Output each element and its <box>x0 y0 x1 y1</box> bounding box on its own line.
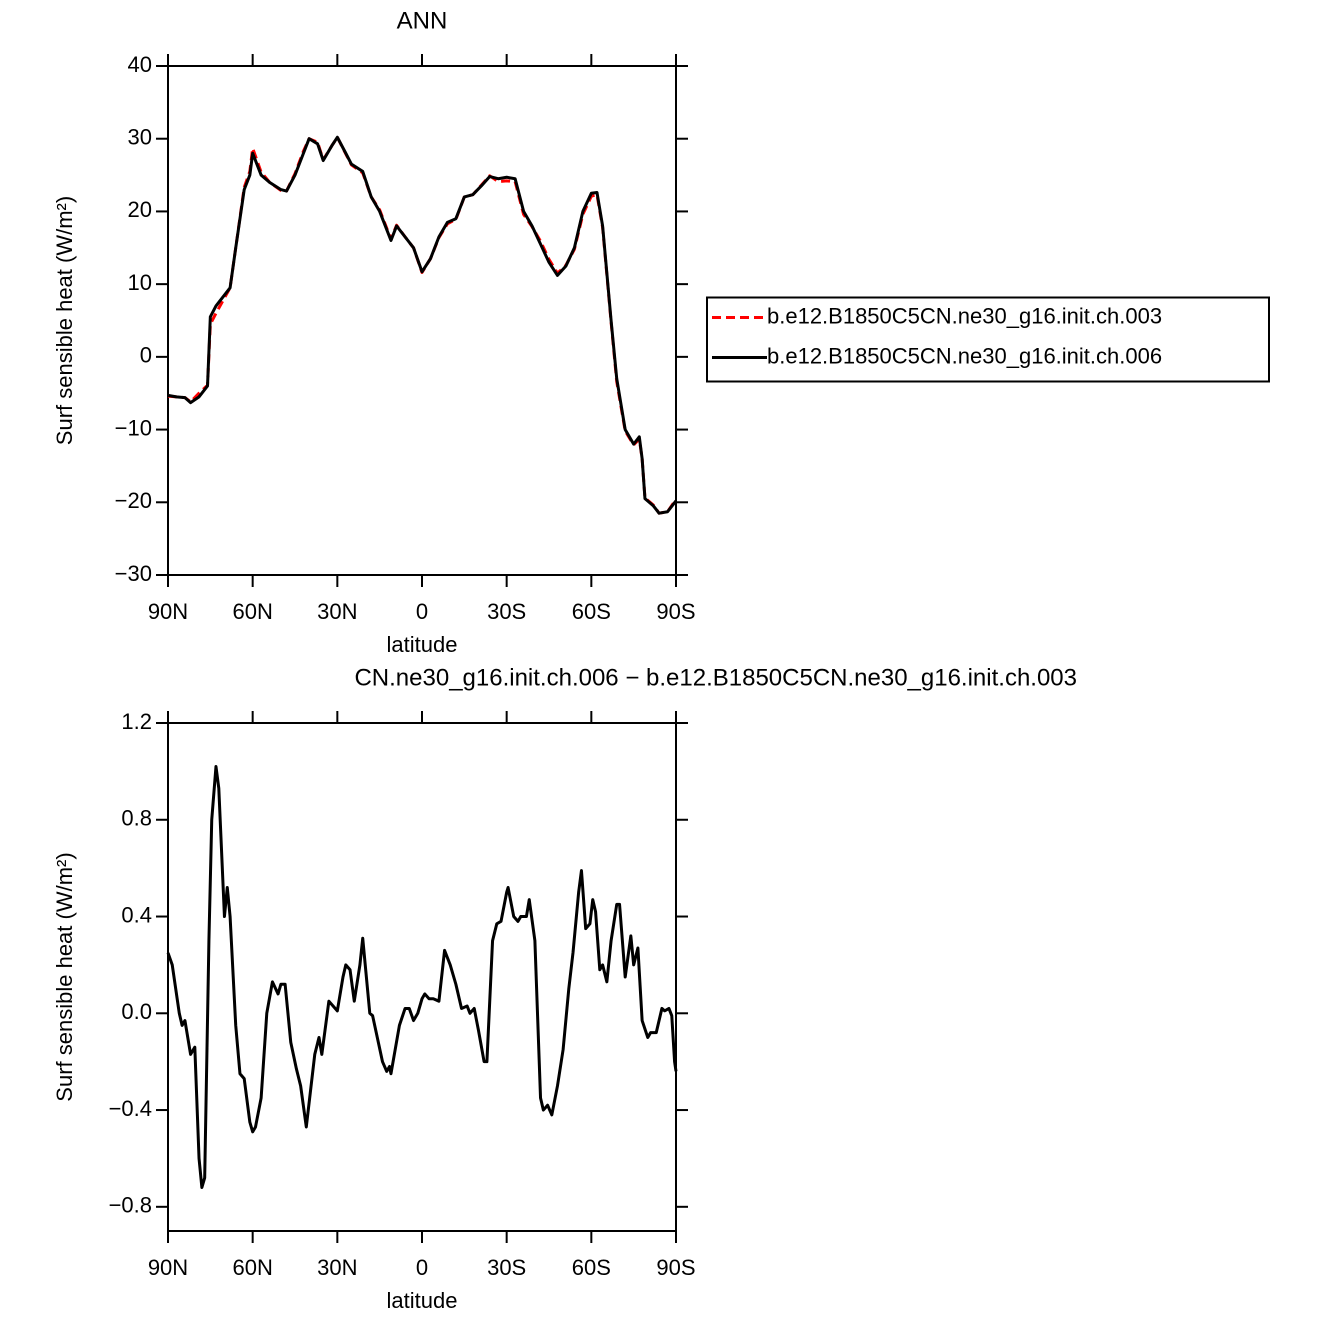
x-tick-label: 60N <box>232 1255 272 1280</box>
x-tick-label: 60N <box>232 599 272 624</box>
y-tick-label: −0.8 <box>109 1193 152 1218</box>
y-tick-label: −30 <box>115 561 152 586</box>
legend-label: b.e12.B1850C5CN.ne30_g16.init.ch.003 <box>767 303 1162 328</box>
x-tick-label: 30N <box>317 599 357 624</box>
x-axis-label: latitude <box>387 1288 458 1313</box>
y-tick-label: 0.8 <box>121 806 152 831</box>
x-tick-label: 30S <box>487 599 526 624</box>
x-tick-label: 90N <box>148 1255 188 1280</box>
y-tick-label: 20 <box>128 197 152 222</box>
x-tick-label: 90S <box>656 1255 695 1280</box>
x-tick-label: 0 <box>416 1255 428 1280</box>
x-tick-label: 60S <box>572 1255 611 1280</box>
legend-label: b.e12.B1850C5CN.ne30_g16.init.ch.006 <box>767 343 1162 368</box>
data-line <box>167 135 678 515</box>
x-tick-label: 60S <box>572 599 611 624</box>
x-tick-label: 90N <box>148 599 188 624</box>
x-tick-label: 90S <box>656 599 695 624</box>
chart-title: CN.ne30_g16.init.ch.006 − b.e12.B1850C5C… <box>354 664 1077 691</box>
y-tick-label: 40 <box>128 52 152 77</box>
y-tick-label: −0.4 <box>109 1096 152 1121</box>
y-tick-label: 0.4 <box>121 902 152 927</box>
plot-frame <box>167 65 677 576</box>
data-line <box>166 765 678 1189</box>
y-tick-label: 1.2 <box>121 709 152 734</box>
y-tick-label: 10 <box>128 270 152 295</box>
x-tick-label: 30S <box>487 1255 526 1280</box>
chart-title: ANN <box>397 7 448 34</box>
x-tick-label: 0 <box>416 599 428 624</box>
y-tick-label: 0 <box>140 343 152 368</box>
x-tick-label: 30N <box>317 1255 357 1280</box>
y-tick-label: −10 <box>115 415 152 440</box>
legend-box <box>706 296 1270 383</box>
y-tick-label: −20 <box>115 488 152 513</box>
plot-frame <box>167 722 677 1232</box>
y-tick-label: 30 <box>128 125 152 150</box>
y-tick-label: 0.0 <box>121 999 152 1024</box>
x-axis-label: latitude <box>387 632 458 657</box>
y-axis-label: Surf sensible heat (W/m²) <box>52 852 77 1101</box>
y-axis-label: Surf sensible heat (W/m²) <box>52 196 77 445</box>
